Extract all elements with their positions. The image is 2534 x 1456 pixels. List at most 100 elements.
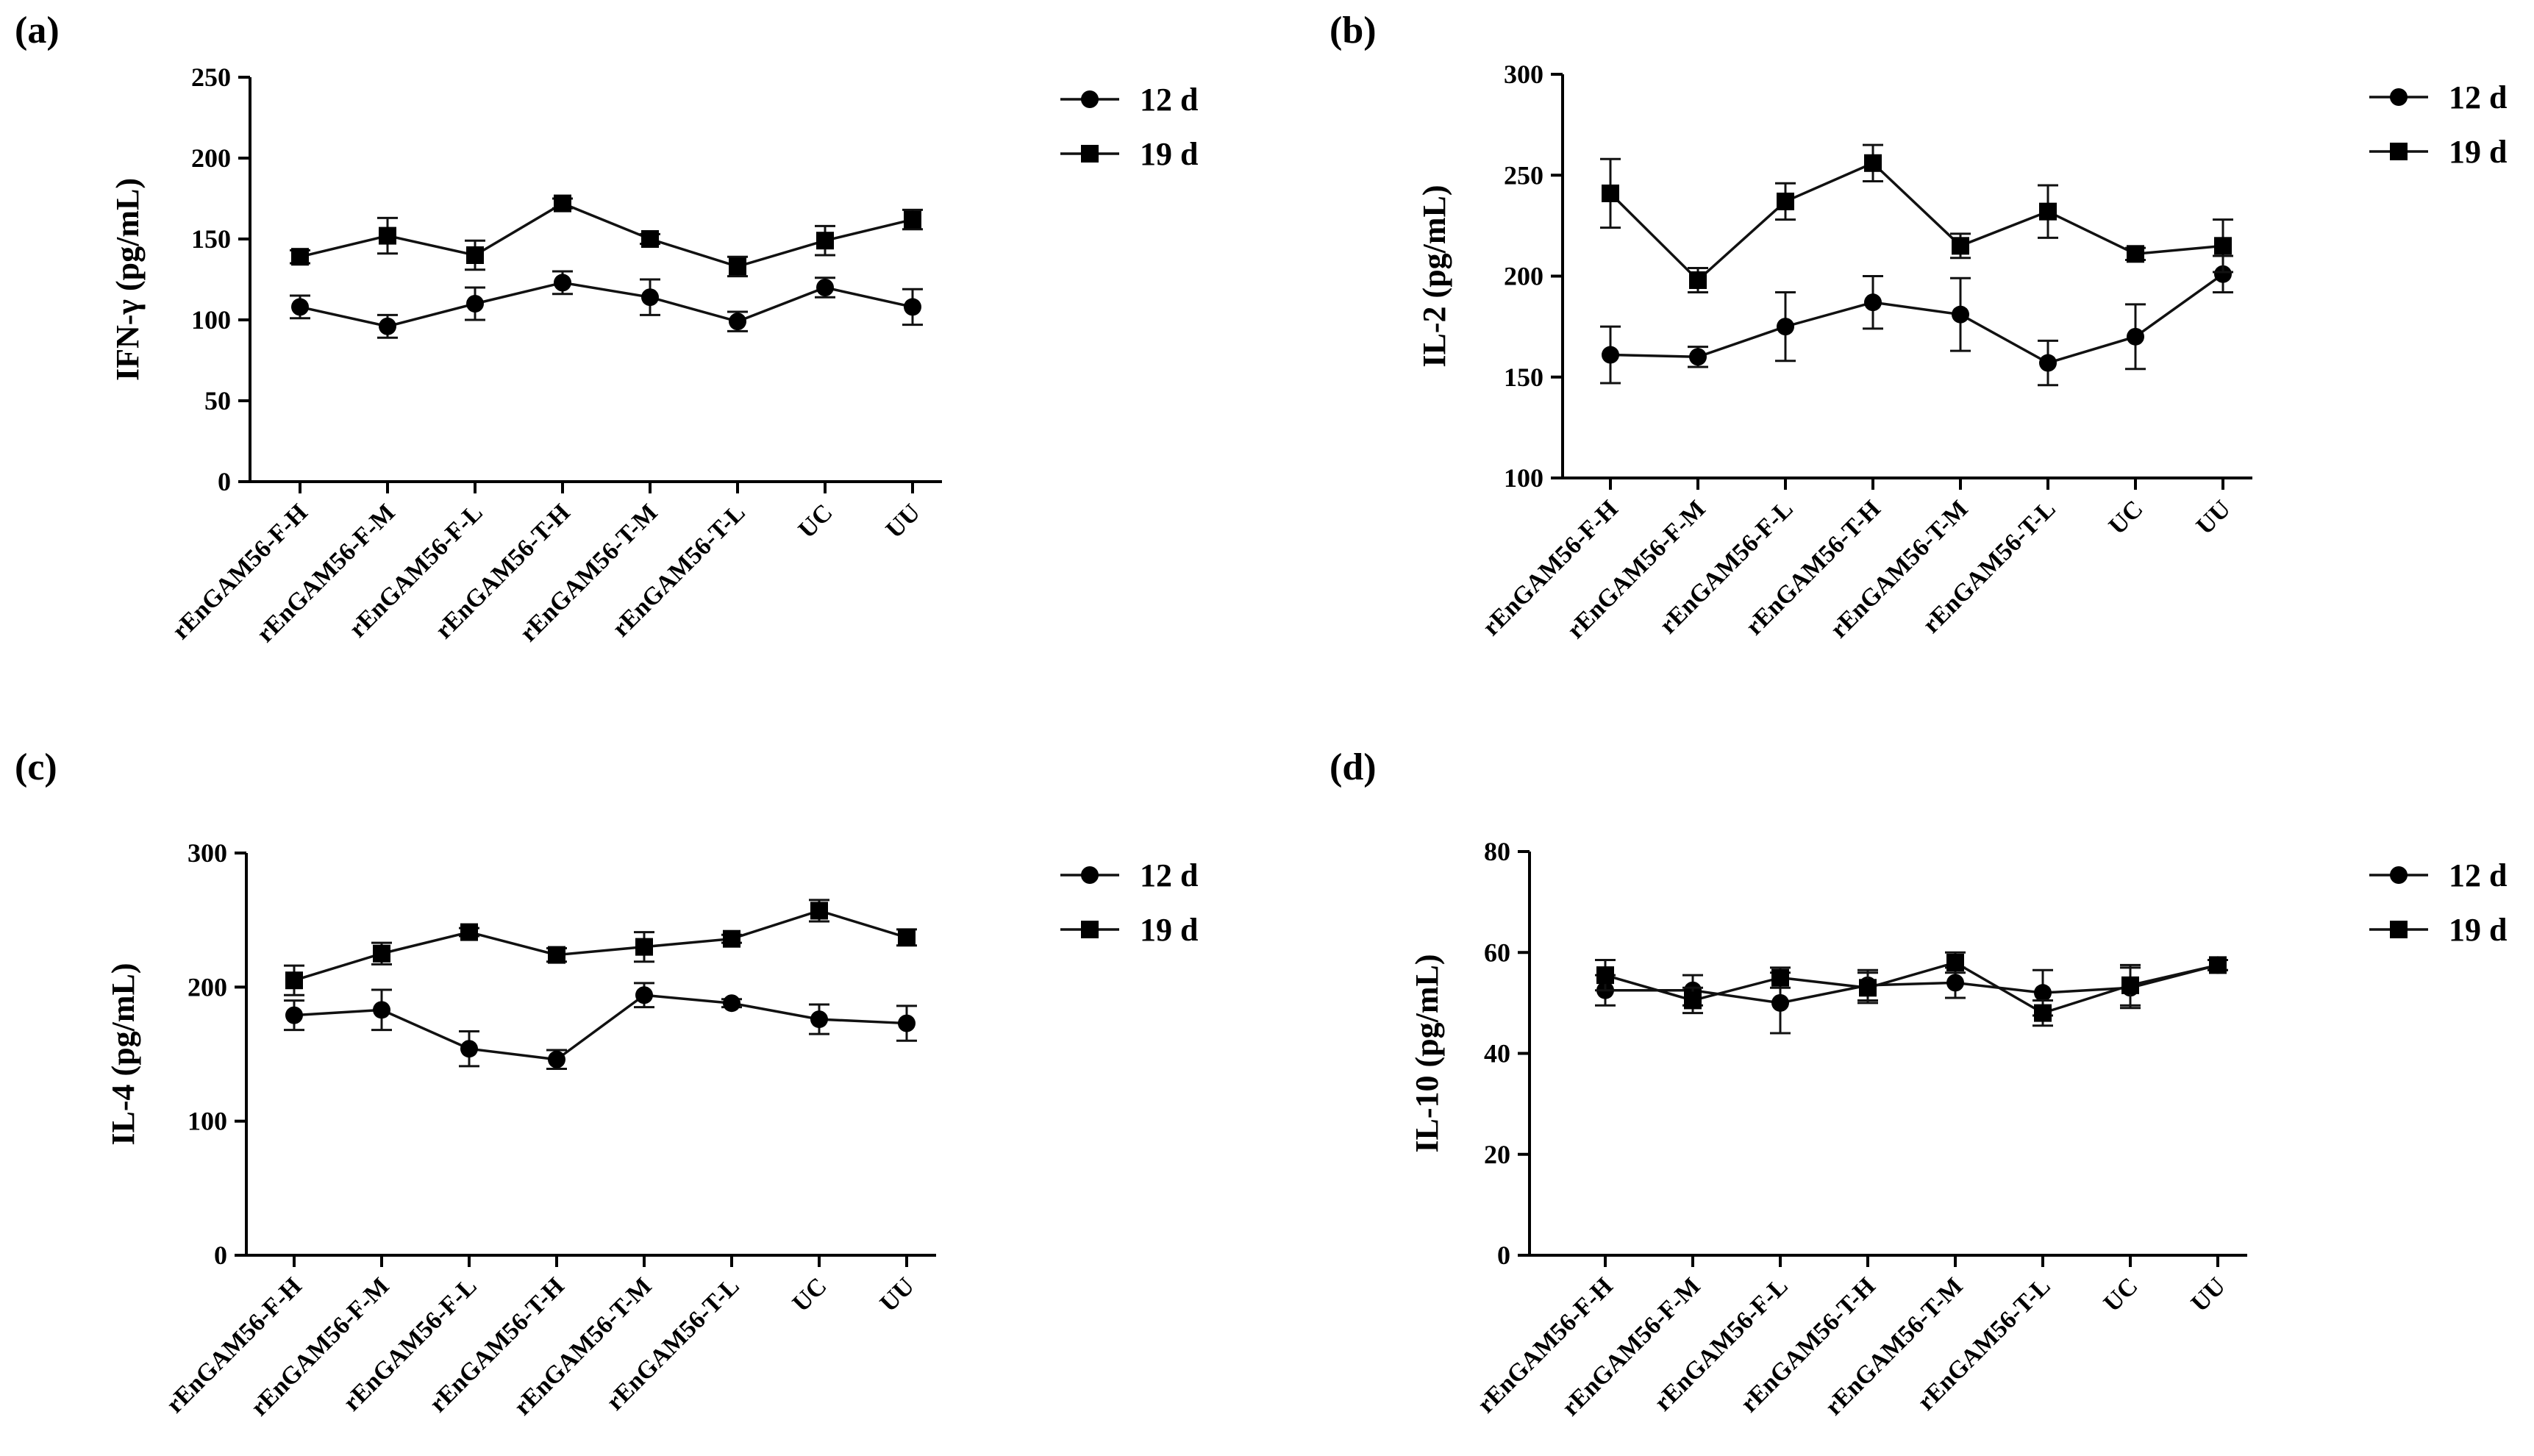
series-19d: [284, 899, 917, 996]
y-tick-label: 0: [214, 1241, 227, 1270]
data-point-circle: [554, 274, 571, 292]
data-point-square: [898, 928, 916, 946]
data-point-square: [379, 226, 396, 245]
data-point-circle: [291, 298, 309, 316]
y-tick-label: 150: [1504, 363, 1543, 392]
data-point-square: [373, 944, 390, 963]
legend-label: 12 d: [2449, 857, 2507, 893]
chart-panel-c: (c)0100200300rEnGAM56-F-HrEnGAM56-F-MrEn…: [15, 746, 1198, 1421]
y-axis-label: IL-4 (pg/mL): [105, 963, 141, 1145]
data-point-circle: [1952, 305, 1969, 324]
series-19d: [290, 194, 923, 278]
data-point-square: [548, 946, 565, 964]
x-tick-label: UU: [875, 1272, 920, 1317]
data-point-square: [904, 210, 921, 229]
data-point-square: [1602, 184, 1619, 202]
series-line: [1605, 961, 2219, 1015]
y-tick-label: 50: [204, 386, 231, 415]
series-line: [1609, 161, 2224, 282]
data-point-circle: [1771, 993, 1789, 1012]
legend: 12 d 19 d: [1060, 82, 1198, 172]
data-point-square: [460, 923, 478, 941]
data-point-square: [729, 257, 746, 276]
legend-label: 19 d: [1140, 136, 1198, 172]
x-tick-label: UC: [2104, 495, 2149, 540]
y-axis-label: IL-10 (pg/mL): [1409, 954, 1445, 1152]
series-line: [299, 201, 913, 268]
legend-marker-circle: [1081, 866, 1099, 884]
y-tick-label: 300: [188, 838, 227, 868]
chart-panel-b: (b)100150200250300rEnGAM56-F-HrEnGAM56-F…: [1330, 10, 2507, 644]
y-tick-label: 300: [1504, 60, 1543, 89]
y-tick-label: 200: [188, 972, 227, 1002]
data-point-circle: [2039, 354, 2057, 372]
data-point-square: [554, 194, 571, 213]
data-point-square: [1771, 968, 1789, 987]
data-point-square: [466, 246, 484, 264]
data-point-square: [1859, 979, 1877, 997]
y-tick-label: 60: [1484, 938, 1510, 967]
data-point-circle: [810, 1010, 828, 1029]
data-point-circle: [723, 994, 740, 1013]
data-point-square: [285, 971, 303, 990]
data-point-circle: [1864, 293, 1882, 312]
y-tick-label: 200: [1504, 262, 1543, 291]
data-point-circle: [2034, 984, 2052, 1002]
y-tick-label: 100: [191, 305, 231, 335]
panel-label: (d): [1330, 746, 1377, 788]
x-tick-label: UC: [793, 499, 838, 543]
series-line: [293, 909, 907, 982]
legend-marker-circle: [2390, 866, 2408, 884]
data-point-square: [1596, 966, 1614, 985]
data-point-circle: [904, 298, 921, 316]
data-point-circle: [548, 1050, 565, 1068]
panel-label: (c): [15, 746, 57, 788]
legend: 12 d 19 d: [1060, 857, 1198, 948]
data-point-circle: [2214, 265, 2232, 283]
x-tick-label: UU: [881, 499, 926, 543]
legend-marker-square: [1081, 921, 1099, 938]
series-19d: [1600, 143, 2233, 293]
legend-label: 12 d: [1140, 857, 1198, 893]
y-tick-label: 0: [218, 467, 231, 496]
data-point-square: [723, 929, 740, 948]
data-point-circle: [1777, 318, 1794, 336]
data-point-square: [1952, 237, 1969, 255]
y-tick-label: 200: [191, 143, 231, 173]
y-tick-label: 150: [191, 224, 231, 254]
y-tick-label: 0: [1497, 1241, 1510, 1270]
chart-panel-d: (d)020406080rEnGAM56-F-HrEnGAM56-F-MrEnG…: [1330, 746, 2507, 1421]
data-point-square: [2039, 202, 2057, 221]
series-12d: [1600, 254, 2233, 387]
y-axis-label: IFN-γ (pg/mL): [110, 178, 146, 381]
data-point-circle: [466, 295, 484, 313]
y-tick-label: 100: [188, 1107, 227, 1136]
y-tick-label: 20: [1484, 1140, 1510, 1169]
data-point-circle: [816, 279, 834, 296]
x-tick-label: UU: [2186, 1272, 2231, 1317]
legend-marker-square: [2390, 921, 2408, 938]
legend-marker-square: [2390, 143, 2408, 160]
panel-label: (b): [1330, 10, 1377, 51]
data-point-circle: [729, 313, 746, 331]
data-point-square: [1864, 154, 1882, 172]
data-point-circle: [2127, 327, 2144, 346]
legend-marker-square: [1081, 145, 1099, 163]
data-point-circle: [1602, 346, 1619, 364]
data-point-circle: [1946, 974, 1964, 992]
data-point-circle: [373, 1001, 390, 1019]
legend-label: 19 d: [2449, 912, 2507, 948]
y-tick-label: 100: [1504, 463, 1543, 493]
series-line: [299, 281, 913, 328]
panel-label: (a): [15, 10, 60, 51]
data-point-square: [641, 230, 659, 248]
data-point-square: [1777, 192, 1794, 210]
legend-label: 19 d: [2449, 134, 2507, 170]
data-point-circle: [460, 1040, 478, 1058]
y-tick-label: 40: [1484, 1039, 1510, 1068]
series-line: [1610, 273, 2224, 365]
data-point-square: [2214, 237, 2232, 255]
y-tick-label: 250: [191, 63, 231, 92]
y-tick-label: 250: [1504, 160, 1543, 190]
